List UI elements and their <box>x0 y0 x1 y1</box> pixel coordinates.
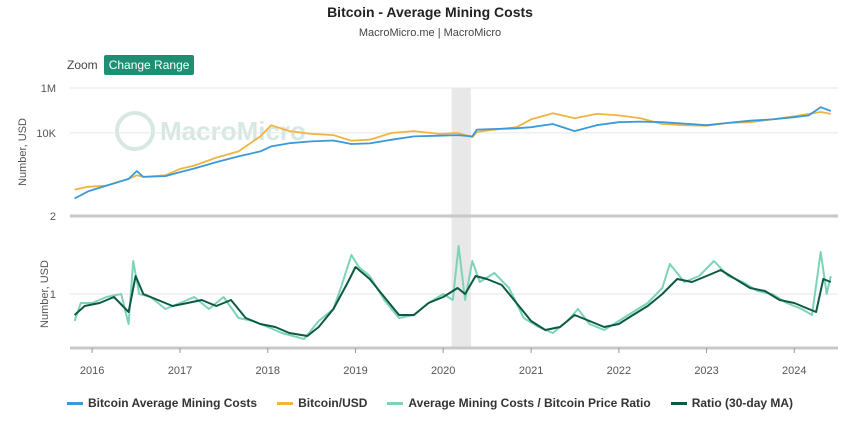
y-tick-label: 10K <box>36 128 56 140</box>
legend-label: Average Mining Costs / Bitcoin Price Rat… <box>408 396 651 410</box>
legend: Bitcoin Average Mining Costs Bitcoin/USD… <box>0 396 860 410</box>
series-line-ratio-ma <box>73 266 832 337</box>
legend-item-price[interactable]: Bitcoin/USD <box>277 396 367 410</box>
legend-item-ratio-ma[interactable]: Ratio (30-day MA) <box>670 396 794 410</box>
legend-swatch <box>670 401 687 405</box>
series-line-mining-cost <box>74 106 832 200</box>
series-line-ratio <box>73 245 832 340</box>
zoom-label: Zoom <box>67 58 98 72</box>
legend-swatch <box>387 401 404 405</box>
x-tick-label: 2019 <box>343 365 367 377</box>
x-tick-label: 2020 <box>431 365 455 377</box>
legend-item-mining-cost[interactable]: Bitcoin Average Mining Costs <box>66 396 258 410</box>
x-tick-label: 2017 <box>168 365 192 377</box>
chart-subtitle: MacroMicro.me | MacroMicro <box>358 27 502 39</box>
y-tick-label: 1 <box>50 289 56 301</box>
x-tick-label: 2021 <box>519 365 543 377</box>
y-axis-label-bottom: Number, USD <box>39 260 51 328</box>
highlight-band <box>451 88 471 348</box>
zoom-controls: Zoom Change Range <box>67 55 195 75</box>
watermark-logo <box>115 111 155 151</box>
legend-label: Bitcoin/USD <box>298 396 368 410</box>
y-tick-label: 2 <box>50 211 56 223</box>
legend-label: Bitcoin Average Mining Costs <box>87 396 258 410</box>
x-tick-label: 2018 <box>256 365 280 377</box>
chart-title: Bitcoin - Average Mining Costs <box>327 4 533 20</box>
y-axis-label-top: Number, USD <box>17 118 29 186</box>
legend-item-ratio[interactable]: Average Mining Costs / Bitcoin Price Rat… <box>387 396 651 410</box>
legend-swatch <box>277 401 294 405</box>
x-tick-label: 2022 <box>607 365 631 377</box>
x-tick-label: 2023 <box>694 365 718 377</box>
legend-label: Ratio (30-day MA) <box>691 396 794 410</box>
y-tick-label: 1M <box>41 83 56 95</box>
x-tick-label: 2024 <box>782 365 806 377</box>
x-tick-label: 2016 <box>80 365 104 377</box>
change-range-button[interactable]: Change Range <box>103 55 195 75</box>
watermark-macromicro: MacroMicro <box>160 116 306 146</box>
legend-swatch <box>66 401 83 405</box>
